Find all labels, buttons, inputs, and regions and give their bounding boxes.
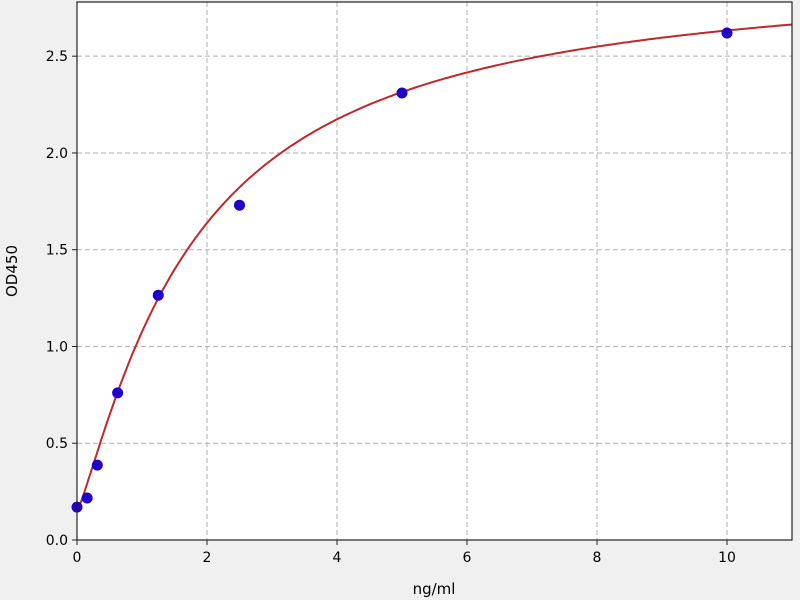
x-tick-label: 8 [593,550,602,566]
x-tick-label: 6 [463,550,472,566]
grid [77,2,792,540]
data-point [112,387,124,399]
data-point [81,492,93,504]
y-tick-label: 2.5 [46,49,68,65]
x-tick-label: 2 [203,550,212,566]
y-axis-label: OD450 [3,245,21,297]
x-tick-label: 4 [333,550,342,566]
fit-curve [76,23,793,512]
x-tick-label: 0 [73,550,82,566]
y-tick-label: 0.0 [46,533,68,549]
data-point [721,27,733,39]
x-axis-label: ng/ml [413,580,456,598]
plot-background [77,2,792,540]
plot-frame [76,1,793,541]
y-axis: 0.0 0.5 1.0 1.5 2.0 2.5 [46,49,77,549]
data-point [234,199,245,211]
y-tick-label: 0.5 [46,436,68,452]
x-tick-label: 10 [718,550,736,566]
fit-curve-layer [76,23,793,512]
y-tick-label: 1.5 [46,243,68,259]
x-axis: 0 2 4 6 8 10 [73,540,736,566]
y-tick-label: 1.0 [46,339,68,355]
y-tick-label: 2.0 [46,146,68,162]
data-point [152,289,164,301]
data-point [91,459,103,471]
data-point [396,87,408,99]
data-points [71,27,733,513]
